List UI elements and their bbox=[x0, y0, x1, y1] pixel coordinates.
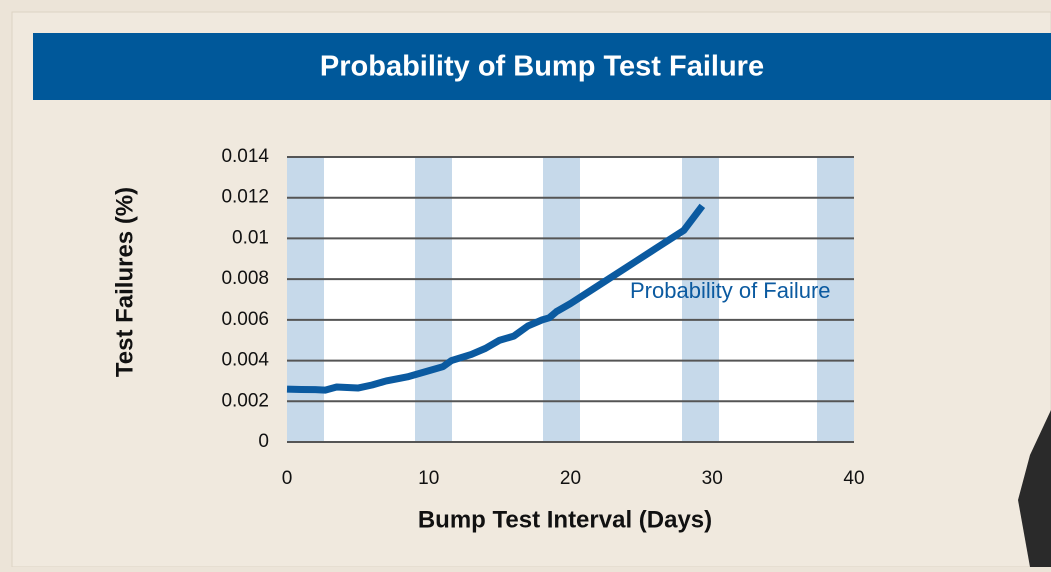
x-tick-label: 10 bbox=[418, 468, 439, 489]
x-tick-label: 40 bbox=[843, 468, 864, 489]
page: {"chart_data": {"type": "line", "title":… bbox=[0, 0, 1051, 567]
y-tick-label: 0.006 bbox=[221, 309, 269, 330]
y-tick-label: 0 bbox=[258, 431, 269, 452]
y-tick-label: 0.008 bbox=[221, 268, 269, 289]
series-label: Probability of Failure bbox=[630, 278, 831, 303]
y-axis-title: Test Failures (%) bbox=[111, 187, 138, 377]
chart: Probability of Bump Test Failure Bump Te… bbox=[0, 0, 1051, 567]
band bbox=[287, 157, 324, 442]
x-axis-title: Bump Test Interval (Days) bbox=[418, 506, 712, 533]
x-tick-label: 20 bbox=[560, 468, 581, 489]
y-tick-label: 0.004 bbox=[221, 350, 269, 371]
x-tick-label: 30 bbox=[702, 468, 723, 489]
x-tick-label: 0 bbox=[282, 468, 293, 489]
chart-title: Probability of Bump Test Failure bbox=[320, 51, 764, 83]
y-tick-label: 0.012 bbox=[221, 187, 269, 208]
y-tick-label: 0.014 bbox=[221, 146, 269, 167]
y-tick-label: 0.01 bbox=[232, 227, 269, 248]
y-tick-label: 0.002 bbox=[221, 390, 269, 411]
band bbox=[415, 157, 452, 442]
